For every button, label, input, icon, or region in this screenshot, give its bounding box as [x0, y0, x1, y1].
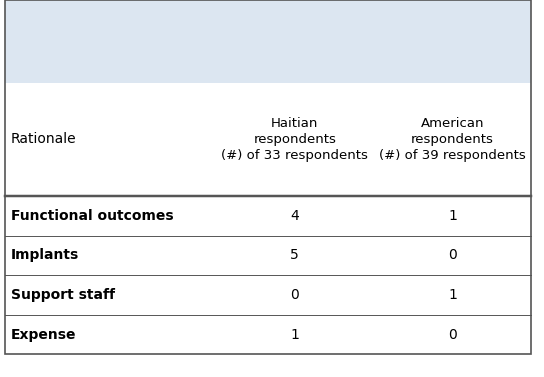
Text: Expense: Expense [11, 328, 76, 342]
Text: 1: 1 [448, 288, 457, 302]
Text: American
respondents
(#) of 39 respondents: American respondents (#) of 39 responden… [379, 117, 526, 162]
Bar [5, 83, 531, 196]
Text: 1: 1 [290, 328, 299, 342]
Text: Implants: Implants [11, 248, 79, 262]
Text: 0: 0 [290, 288, 299, 302]
Bar [5, 0, 531, 83]
Text: 4: 4 [290, 209, 299, 223]
Text: Functional outcomes: Functional outcomes [11, 209, 174, 223]
Text: 0: 0 [448, 248, 457, 262]
Text: Rationale: Rationale [11, 132, 76, 147]
Text: Haitian
respondents
(#) of 33 respondents: Haitian respondents (#) of 33 respondent… [221, 117, 368, 162]
Text: 0: 0 [448, 328, 457, 342]
Bar [5, 196, 531, 354]
Text: 5: 5 [290, 248, 299, 262]
Text: Support staff: Support staff [11, 288, 115, 302]
Text: 1: 1 [448, 209, 457, 223]
